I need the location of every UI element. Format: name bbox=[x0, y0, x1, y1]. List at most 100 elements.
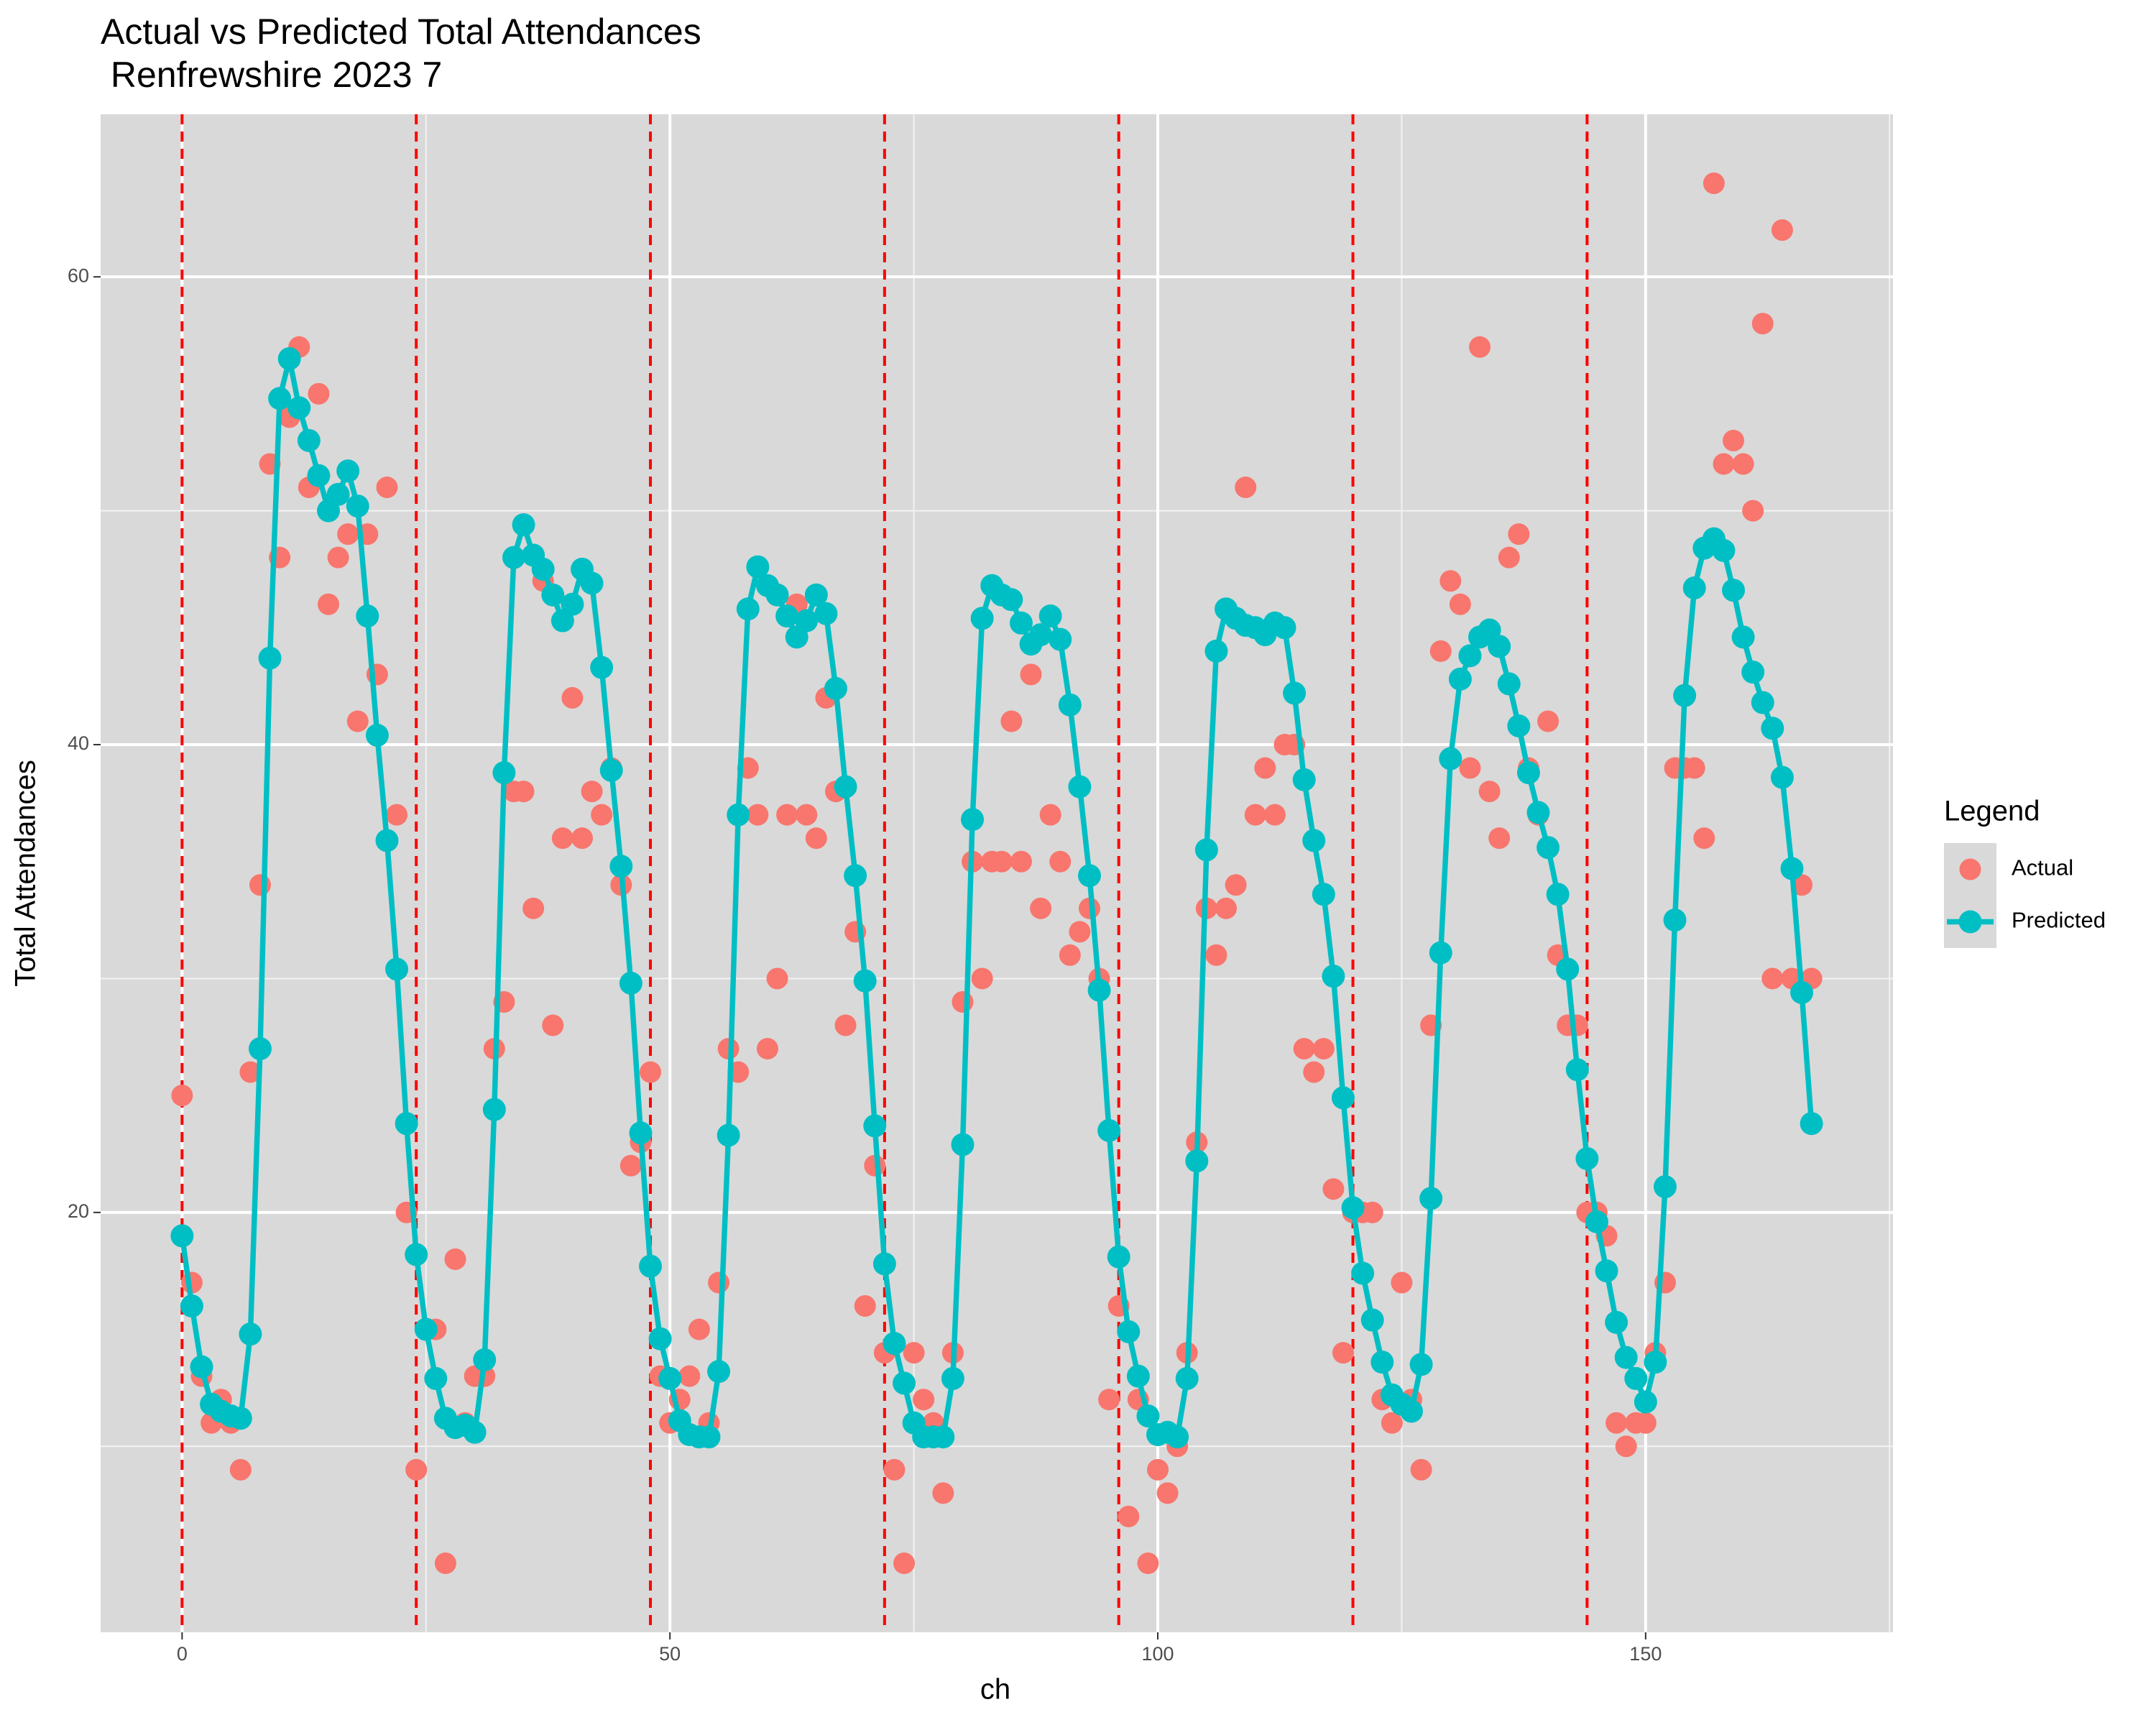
point bbox=[512, 781, 535, 803]
point bbox=[1606, 1412, 1628, 1434]
point bbox=[619, 1154, 642, 1177]
point bbox=[180, 1294, 203, 1318]
point bbox=[708, 1271, 730, 1294]
point bbox=[1459, 757, 1481, 779]
point bbox=[1156, 1482, 1179, 1504]
point bbox=[424, 1366, 448, 1390]
point bbox=[872, 1252, 896, 1276]
point bbox=[1077, 864, 1101, 888]
panel bbox=[101, 114, 1893, 1632]
point bbox=[854, 1295, 876, 1317]
point bbox=[1341, 1196, 1365, 1220]
point bbox=[1117, 1320, 1141, 1343]
point bbox=[1790, 980, 1814, 1004]
point bbox=[1497, 672, 1521, 696]
point bbox=[1458, 644, 1482, 668]
point bbox=[307, 464, 331, 487]
point bbox=[1400, 1399, 1424, 1423]
point bbox=[883, 1332, 906, 1356]
point bbox=[1409, 1353, 1433, 1376]
point bbox=[1312, 883, 1335, 906]
x-tick-label: 50 bbox=[659, 1643, 681, 1665]
point bbox=[277, 347, 301, 371]
point bbox=[1263, 804, 1286, 826]
point bbox=[1126, 1364, 1150, 1388]
point bbox=[1712, 538, 1736, 562]
point bbox=[327, 546, 349, 569]
point bbox=[1732, 453, 1754, 475]
point bbox=[1526, 801, 1550, 824]
point bbox=[658, 1366, 682, 1390]
point bbox=[1331, 1086, 1355, 1110]
point bbox=[1624, 1366, 1648, 1390]
point bbox=[551, 827, 573, 850]
point bbox=[1634, 1412, 1657, 1434]
point bbox=[1098, 1389, 1120, 1411]
point bbox=[1283, 681, 1307, 705]
legend: Legend Actual Predicted bbox=[1944, 796, 2106, 948]
point bbox=[1780, 857, 1804, 880]
point bbox=[287, 396, 311, 420]
point bbox=[1000, 710, 1023, 732]
point bbox=[1751, 313, 1774, 335]
point bbox=[405, 1458, 428, 1481]
point bbox=[1175, 1366, 1199, 1390]
point bbox=[1713, 453, 1735, 475]
point bbox=[1614, 1346, 1638, 1369]
point bbox=[297, 428, 321, 452]
point bbox=[707, 1360, 731, 1384]
point bbox=[375, 829, 399, 852]
point bbox=[883, 1458, 906, 1481]
point bbox=[561, 686, 584, 709]
point bbox=[1030, 897, 1052, 919]
point bbox=[522, 897, 545, 919]
point bbox=[1332, 1342, 1354, 1364]
point bbox=[844, 864, 867, 888]
point bbox=[190, 1355, 213, 1379]
point bbox=[346, 494, 369, 518]
point bbox=[1049, 627, 1072, 651]
point bbox=[1205, 944, 1227, 966]
point bbox=[385, 957, 409, 981]
point bbox=[1000, 588, 1023, 612]
x-tick-label: 0 bbox=[177, 1643, 188, 1665]
point bbox=[482, 1098, 506, 1121]
point bbox=[853, 969, 877, 993]
point bbox=[249, 874, 271, 896]
point bbox=[629, 1121, 653, 1145]
point bbox=[229, 1407, 252, 1430]
point bbox=[1225, 874, 1247, 896]
point bbox=[747, 804, 769, 826]
x-tick-label: 100 bbox=[1141, 1643, 1174, 1665]
point bbox=[765, 583, 789, 607]
point bbox=[346, 710, 369, 732]
point bbox=[308, 382, 330, 405]
point bbox=[913, 1389, 935, 1411]
point bbox=[941, 1366, 964, 1390]
point bbox=[1663, 908, 1687, 932]
point bbox=[463, 1420, 487, 1444]
point bbox=[1488, 635, 1511, 658]
legend-label: Actual bbox=[2012, 855, 2073, 880]
point bbox=[248, 1037, 272, 1061]
point bbox=[1770, 765, 1794, 789]
point bbox=[863, 1114, 887, 1138]
point bbox=[1751, 691, 1774, 714]
point bbox=[1254, 757, 1276, 779]
point bbox=[239, 1322, 262, 1346]
point bbox=[337, 523, 359, 546]
point bbox=[1703, 172, 1725, 194]
point bbox=[1595, 1259, 1618, 1283]
point bbox=[1360, 1308, 1384, 1332]
legend-title: Legend bbox=[1944, 796, 2040, 827]
point bbox=[688, 1318, 710, 1340]
point bbox=[395, 1112, 418, 1136]
point bbox=[1322, 1178, 1345, 1200]
x-tick-label: 150 bbox=[1629, 1643, 1662, 1665]
point bbox=[1010, 850, 1032, 873]
point bbox=[1029, 623, 1053, 647]
y-tick-label: 60 bbox=[68, 264, 89, 286]
point bbox=[561, 592, 584, 616]
point bbox=[1020, 663, 1042, 686]
